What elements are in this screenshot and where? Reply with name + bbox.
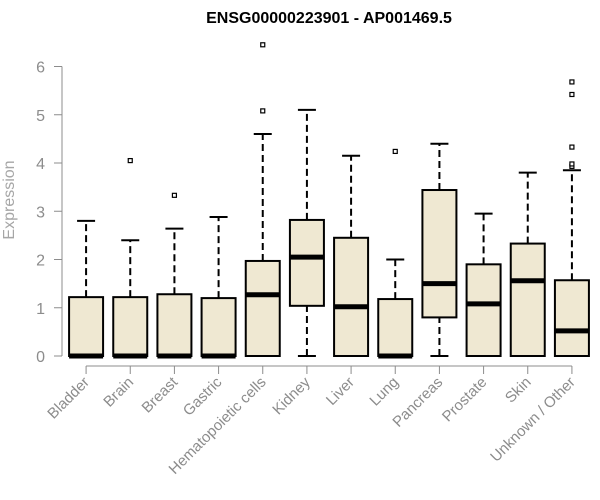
y-axis: 0 1 2 3 4 5 6 [36,60,63,366]
outlier-point [569,91,575,98]
outlier-point [171,192,178,198]
iqr-box [553,279,590,357]
box-3 [200,216,237,359]
x-tick-label: Skin [502,374,535,407]
y-tick-label: 6 [36,60,45,77]
iqr-box [200,297,237,358]
y-tick-label: 3 [36,204,45,221]
outlier-point [569,79,575,85]
outlier-point [392,148,398,155]
y-tick-label: 1 [36,301,45,318]
x-tick-label: Prostate [439,374,491,426]
x-tick-label: Brain [100,374,137,411]
box-7 [377,148,414,359]
box-5 [288,108,325,357]
box-4 [244,42,281,358]
y-tick-label: 4 [36,156,45,173]
y-tick-label: 0 [36,349,45,366]
iqr-box [112,296,149,358]
x-tick-label: Lung [366,374,402,410]
box-6 [333,154,370,358]
outlier-point [569,144,575,150]
x-tick-label: Unknown / Other [487,374,579,466]
iqr-box [68,296,105,358]
box-2 [156,192,193,359]
x-tick-label: Kidney [269,373,314,418]
outlier-point [260,42,266,48]
x-tick-label: Liver [323,374,358,409]
box-9 [465,212,502,358]
x-tick-label: Bladder [44,374,93,423]
iqr-box [156,293,193,357]
box-1 [112,157,149,359]
y-tick-label: 5 [36,108,45,125]
iqr-box [377,298,414,358]
box-11 [553,79,590,357]
x-tick-label: Breast [139,373,182,416]
outlier-point [260,108,266,114]
iqr-box [244,259,281,358]
box-series [68,42,590,359]
iqr-box [465,263,502,358]
iqr-box [333,236,370,358]
outlier-point [569,161,575,167]
y-axis-label: Expression [1,160,18,239]
iqr-box [509,242,546,357]
y-tick-label: 2 [36,253,45,270]
box-0 [68,219,105,359]
box-10 [509,171,546,357]
iqr-box [288,218,325,307]
iqr-box [421,189,458,319]
chart-title: ENSG00000223901 - AP001469.5 [206,10,452,27]
outlier-point [127,157,133,164]
box-8 [421,142,458,357]
